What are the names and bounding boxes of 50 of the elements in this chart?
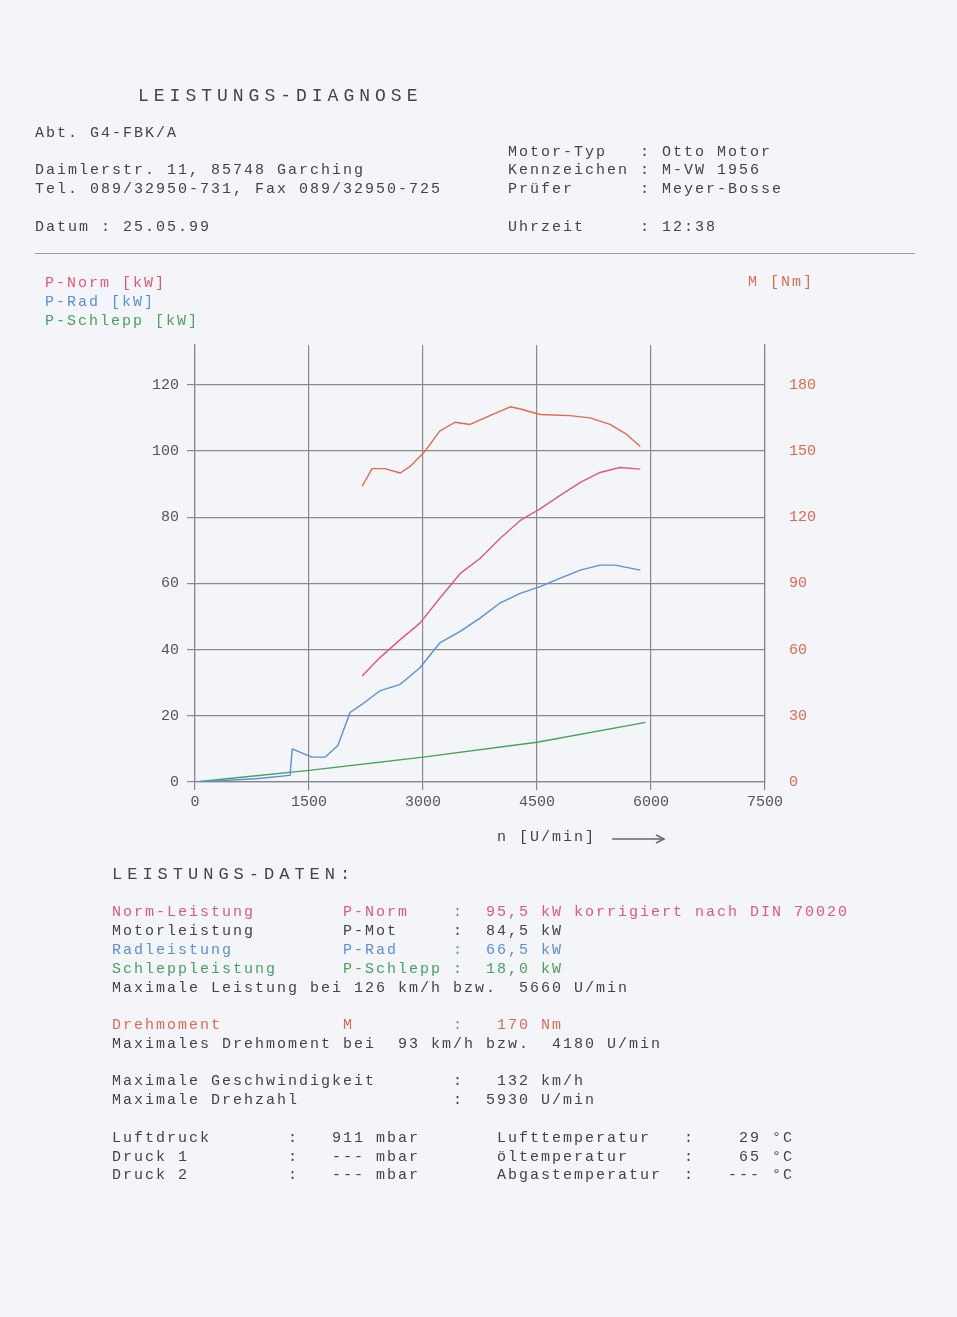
text: Maximale Leistung bei 126 km/h bzw. 5660 U/min: [112, 980, 630, 998]
y2-tick-label: 0: [789, 773, 799, 791]
text: Abgastemperatur : --- °C: [497, 1167, 795, 1185]
chart-title: LEISTUNGS-DIAGNOSE: [138, 86, 423, 106]
y2-tick-label: 60: [789, 641, 808, 659]
x-tick-label: 4500: [518, 793, 556, 811]
text: Drehmoment M : 170 Nm: [112, 1017, 564, 1035]
text: LEISTUNGS-DATEN:: [112, 865, 356, 884]
text: P-Rad [kW]: [45, 294, 156, 312]
text: P-Schlepp [kW]: [45, 313, 200, 331]
text: Druck 2 : --- mbar: [112, 1167, 421, 1185]
text: Motorleistung P-Mot : 84,5 kW: [112, 923, 564, 941]
text: Maximale Drehzahl : 5930 U/min: [112, 1092, 597, 1110]
y2-tick-label: 150: [789, 442, 817, 460]
y-tick-label: 80: [160, 509, 179, 527]
text: Prüfer : Meyer-Bosse: [508, 181, 784, 199]
x-tick-label: 6000: [632, 793, 670, 811]
text: Druck 1 : --- mbar: [112, 1149, 421, 1167]
y-tick-label: 40: [160, 641, 179, 659]
text: Uhrzeit : 12:38: [508, 219, 718, 237]
y2-tick-label: 90: [789, 575, 808, 593]
text: Schleppleistung P-Schlepp : 18,0 kW: [112, 961, 564, 979]
y-tick-label: 0: [169, 773, 179, 791]
x-tick-label: 1500: [290, 793, 328, 811]
y-tick-label: 120: [151, 376, 179, 394]
y-tick-label: 20: [160, 707, 179, 725]
text: Abt. G4-FBK/A: [35, 125, 179, 143]
text: M [Nm]: [748, 274, 815, 292]
text: Datum : 25.05.99: [35, 219, 212, 237]
text: Tel. 089/32950-731, Fax 089/32950-725: [35, 181, 443, 199]
text: Kennzeichen : M-VW 1956: [508, 162, 762, 180]
x-axis-title: n [U/min]: [497, 829, 597, 846]
x-tick-label: 3000: [404, 793, 442, 811]
text: Luftdruck : 911 mbar: [112, 1130, 421, 1148]
y-tick-label: 60: [160, 575, 179, 593]
text: P-Norm [kW]: [45, 275, 167, 293]
x-tick-label: 7500: [746, 793, 784, 811]
y2-tick-label: 30: [789, 707, 808, 725]
text: Norm-Leistung P-Norm : 95,5 kW korrigiert nach DIN 70020: [112, 904, 850, 922]
y2-tick-label: 120: [789, 509, 817, 527]
text: Motor-Typ : Otto Motor: [508, 144, 773, 162]
text: öltemperatur : 65 °C: [497, 1149, 795, 1167]
text: Maximale Geschwindigkeit : 132 km/h: [112, 1073, 586, 1091]
y2-tick-label: 180: [789, 376, 817, 394]
text: Maximales Drehmoment bei 93 km/h bzw. 4180 U/min: [112, 1036, 663, 1054]
text: Lufttemperatur : 29 °C: [497, 1130, 795, 1148]
y-tick-label: 100: [151, 442, 179, 460]
text: Daimlerstr. 11, 85748 Garching: [35, 162, 366, 180]
text: Radleistung P-Rad : 66,5 kW: [112, 942, 564, 960]
x-tick-label: 0: [190, 793, 200, 811]
